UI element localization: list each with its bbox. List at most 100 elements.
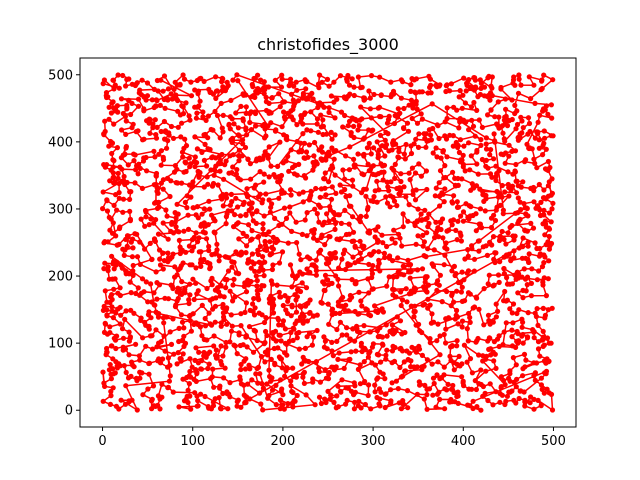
data-point — [328, 196, 335, 202]
data-point — [287, 204, 293, 210]
data-point — [414, 106, 420, 112]
data-point — [381, 169, 387, 175]
data-point — [542, 107, 548, 113]
data-point — [331, 156, 337, 162]
data-point — [450, 143, 456, 149]
data-point — [391, 227, 397, 233]
data-point — [308, 128, 314, 134]
data-point — [368, 115, 374, 121]
data-point — [255, 364, 262, 370]
data-point — [173, 180, 179, 186]
data-point — [457, 363, 463, 369]
data-point — [299, 95, 306, 101]
data-point — [360, 136, 366, 142]
data-point — [277, 139, 283, 145]
data-point — [413, 322, 419, 328]
data-point — [175, 211, 181, 217]
data-point — [325, 301, 331, 307]
data-point — [502, 160, 508, 166]
data-point — [308, 109, 314, 115]
data-point — [137, 87, 143, 93]
data-point — [516, 218, 522, 224]
data-point — [495, 194, 502, 200]
data-point — [132, 152, 138, 158]
data-point — [536, 137, 542, 143]
data-point — [386, 274, 392, 280]
data-point — [336, 265, 342, 271]
data-point — [437, 272, 443, 278]
data-point — [344, 332, 350, 338]
data-point — [165, 364, 171, 370]
data-point — [190, 179, 196, 185]
data-point — [152, 154, 158, 160]
data-point — [240, 116, 246, 122]
data-point — [263, 247, 270, 253]
data-point — [381, 162, 388, 168]
data-point — [535, 346, 542, 352]
data-point — [501, 236, 507, 242]
data-point — [117, 224, 123, 230]
data-point — [261, 152, 267, 159]
data-point — [448, 344, 454, 350]
data-point — [513, 161, 519, 168]
data-point — [210, 180, 217, 187]
data-point — [326, 179, 332, 185]
data-point — [467, 314, 473, 321]
data-point — [442, 174, 449, 181]
data-point — [532, 160, 538, 166]
data-point — [366, 230, 373, 236]
data-point — [294, 87, 300, 93]
data-point — [263, 191, 269, 197]
data-point — [217, 168, 223, 174]
data-point — [403, 286, 409, 292]
data-point — [460, 209, 467, 215]
data-point — [219, 196, 225, 202]
data-point — [255, 247, 261, 253]
data-point — [350, 326, 356, 332]
data-point — [518, 114, 524, 120]
data-point — [542, 254, 548, 260]
data-point — [324, 256, 330, 262]
data-point — [374, 328, 380, 334]
data-point — [523, 288, 529, 294]
data-point — [454, 338, 460, 344]
data-point — [434, 287, 440, 293]
data-point — [110, 366, 116, 372]
data-point — [188, 194, 194, 200]
data-point — [422, 207, 428, 213]
data-point — [217, 385, 223, 391]
data-point — [420, 232, 426, 238]
data-point — [338, 303, 344, 309]
data-point — [101, 240, 107, 246]
data-point — [503, 252, 510, 258]
data-point — [153, 97, 159, 103]
data-point — [454, 343, 460, 349]
data-point — [438, 155, 444, 161]
data-point — [288, 80, 294, 86]
data-point — [135, 103, 142, 109]
data-point — [355, 403, 361, 409]
data-point — [525, 310, 531, 316]
data-point — [245, 222, 252, 228]
data-point — [206, 405, 212, 411]
data-point — [183, 100, 189, 106]
data-point — [303, 149, 310, 155]
data-point — [488, 224, 495, 231]
data-point — [155, 231, 162, 237]
data-point — [466, 216, 472, 222]
data-point — [108, 216, 114, 222]
data-point — [465, 290, 472, 296]
data-point — [281, 109, 287, 115]
data-point — [409, 115, 415, 122]
data-point — [429, 101, 435, 107]
data-point — [528, 293, 535, 299]
data-point — [527, 145, 533, 151]
data-point — [234, 403, 240, 409]
data-point — [238, 366, 244, 373]
data-point — [302, 110, 308, 116]
data-point — [525, 239, 531, 245]
data-point — [424, 406, 430, 412]
data-point — [223, 221, 229, 227]
data-point — [264, 332, 270, 339]
data-point — [250, 301, 256, 307]
